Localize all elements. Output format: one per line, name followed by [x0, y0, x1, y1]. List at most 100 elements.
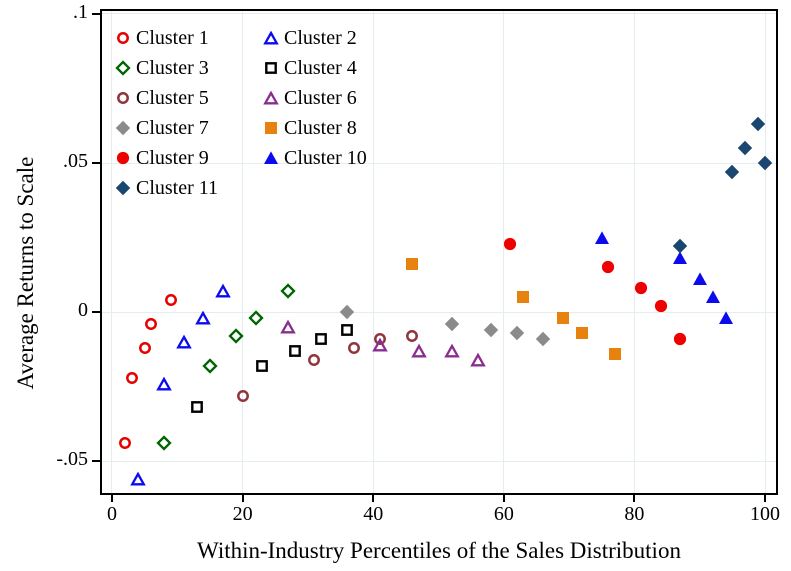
data-point-cluster-8: [405, 257, 419, 271]
triangle-marker-icon: [280, 319, 297, 334]
data-point-cluster-5: [307, 353, 321, 367]
legend-label: Cluster 7: [136, 117, 209, 139]
legend-marker: [110, 91, 136, 105]
diamond-marker-icon: [202, 358, 218, 374]
data-point-cluster-5: [405, 329, 419, 343]
data-point-cluster-10: [718, 311, 733, 325]
legend-marker: [110, 180, 136, 196]
circle-marker-icon: [674, 332, 687, 345]
data-point-cluster-9: [503, 237, 517, 251]
circle-marker-icon: [125, 371, 138, 384]
data-point-cluster-8: [608, 347, 622, 361]
legend-label: Cluster 4: [284, 57, 357, 79]
data-point-cluster-5: [236, 389, 250, 403]
diamond-marker-icon: [444, 316, 459, 332]
circle-marker-icon: [116, 151, 130, 165]
y-axis-tick: [92, 460, 100, 463]
legend-label: Cluster 5: [136, 87, 209, 109]
data-point-cluster-10: [594, 230, 609, 245]
diamond-marker-icon: [483, 322, 498, 338]
circle-marker-icon: [117, 32, 129, 44]
circle-marker-icon: [654, 299, 667, 313]
square-marker-icon: [341, 324, 353, 336]
triangle-marker-icon: [705, 290, 720, 304]
legend-marker: [258, 121, 284, 135]
data-point-cluster-9: [654, 299, 668, 313]
horizontal-gridline: [102, 13, 776, 15]
legend-row: Cluster 5 Cluster 6: [110, 83, 406, 113]
data-point-cluster-3: [228, 328, 244, 344]
x-axis-tick: [764, 495, 767, 502]
data-point-cluster-10: [692, 272, 707, 286]
square-marker-icon: [315, 332, 327, 345]
triangle-marker-icon: [469, 352, 486, 367]
x-tick-label: 100: [750, 503, 781, 525]
legend-marker: [110, 151, 136, 165]
legend-marker: [110, 120, 136, 136]
square-marker-icon: [256, 359, 269, 372]
diamond-marker-icon: [751, 117, 766, 132]
triangle-marker-icon: [692, 272, 707, 286]
data-point-cluster-7: [339, 304, 355, 320]
diamond-marker-icon: [115, 120, 131, 136]
legend-row: Cluster 3 Cluster 4: [110, 53, 406, 83]
data-point-cluster-6: [371, 337, 388, 352]
diamond-marker-icon: [757, 155, 773, 171]
legend-marker: [258, 61, 284, 75]
triangle-marker-icon: [411, 343, 427, 358]
triangle-marker-icon: [215, 283, 231, 298]
vertical-gridline: [372, 11, 374, 493]
y-tick-label: .05: [63, 150, 88, 173]
square-marker-icon: [265, 122, 277, 134]
circle-marker-icon: [164, 294, 177, 307]
data-point-cluster-2: [130, 471, 146, 486]
data-point-cluster-11: [672, 239, 688, 254]
y-tick-label: 0: [78, 299, 88, 322]
y-axis-tick: [92, 311, 100, 314]
triangle-marker-icon: [195, 310, 212, 325]
circle-marker-icon: [634, 282, 648, 295]
diamond-marker-icon: [228, 328, 244, 344]
data-point-cluster-1: [144, 317, 158, 331]
legend-row: Cluster 1 Cluster 2: [110, 23, 406, 53]
square-marker-icon: [406, 258, 419, 271]
triangle-marker-icon: [156, 376, 173, 391]
data-point-cluster-3: [202, 358, 218, 374]
square-marker-icon: [556, 312, 569, 325]
circle-marker-icon: [504, 237, 517, 250]
legend-row: Cluster 11: [110, 173, 406, 203]
horizontal-gridline: [102, 162, 776, 164]
diamond-marker-icon: [248, 310, 264, 326]
vertical-gridline: [503, 11, 505, 493]
legend-marker: [258, 90, 284, 105]
data-point-cluster-4: [340, 323, 354, 337]
vertical-gridline: [764, 11, 766, 493]
vertical-gridline: [633, 11, 635, 493]
square-marker-icon: [517, 291, 530, 304]
data-point-cluster-2: [195, 310, 212, 325]
x-tick-label: 80: [624, 503, 645, 525]
legend-label: Cluster 8: [284, 117, 357, 139]
data-point-cluster-4: [288, 344, 302, 358]
circle-marker-icon: [236, 389, 249, 402]
data-point-cluster-3: [248, 310, 264, 326]
legend-label: Cluster 3: [136, 57, 209, 79]
circle-marker-icon: [138, 341, 151, 354]
data-point-cluster-2: [176, 334, 192, 349]
square-marker-icon: [576, 326, 589, 339]
triangle-marker-icon: [264, 151, 278, 164]
data-point-cluster-7: [509, 325, 525, 341]
data-point-cluster-10: [673, 251, 688, 265]
data-point-cluster-4: [314, 332, 328, 346]
y-tick-label: .1: [73, 0, 88, 23]
data-point-cluster-2: [215, 283, 231, 298]
data-point-cluster-2: [156, 376, 173, 391]
circle-marker-icon: [602, 261, 615, 274]
legend-label: Cluster 6: [284, 87, 357, 109]
legend-label: Cluster 9: [136, 147, 209, 169]
data-point-cluster-6: [443, 343, 460, 358]
x-axis-tick: [110, 495, 113, 502]
data-point-cluster-9: [634, 281, 648, 295]
diamond-marker-icon: [115, 60, 131, 76]
x-axis-title: Within-Industry Percentiles of the Sales…: [197, 538, 681, 563]
